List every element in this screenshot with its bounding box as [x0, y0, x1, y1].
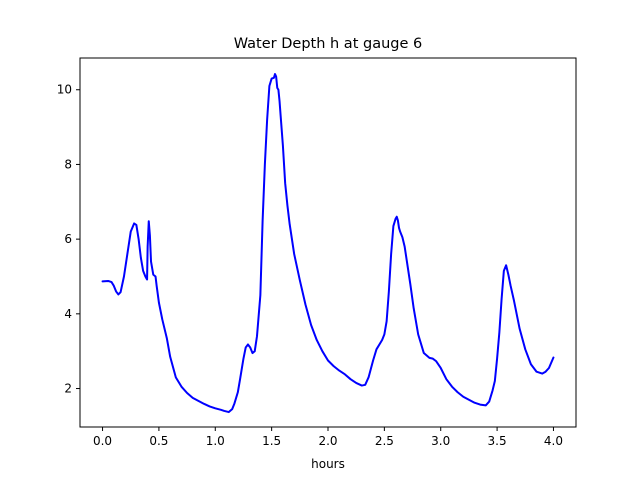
series-line — [101, 73, 555, 414]
x-tick-label: 4.0 — [544, 434, 563, 448]
plot-area — [101, 73, 555, 414]
x-axis-label: hours — [311, 457, 345, 471]
y-tick-label: 2 — [64, 382, 72, 396]
x-tick-label: 3.5 — [488, 434, 507, 448]
chart-title: Water Depth h at gauge 6 — [234, 36, 422, 52]
x-tick-label: 1.0 — [206, 434, 225, 448]
x-tick-label: 1.5 — [262, 434, 281, 448]
y-tick-label: 4 — [64, 307, 72, 321]
x-axis-ticks: 0.0 0.5 1.0 1.5 2.0 2.5 3.0 3.5 4.0 — [93, 427, 563, 448]
x-tick-label: 0.0 — [93, 434, 112, 448]
x-tick-label: 3.0 — [431, 434, 450, 448]
y-tick-label: 10 — [57, 83, 72, 97]
y-tick-label: 6 — [64, 232, 72, 246]
y-axis-ticks: 2 4 6 8 10 — [57, 83, 80, 396]
y-tick-label: 8 — [64, 157, 72, 171]
x-tick-label: 2.5 — [375, 434, 394, 448]
x-tick-label: 2.0 — [318, 434, 337, 448]
plot-frame — [79, 57, 577, 428]
x-tick-label: 0.5 — [149, 434, 168, 448]
